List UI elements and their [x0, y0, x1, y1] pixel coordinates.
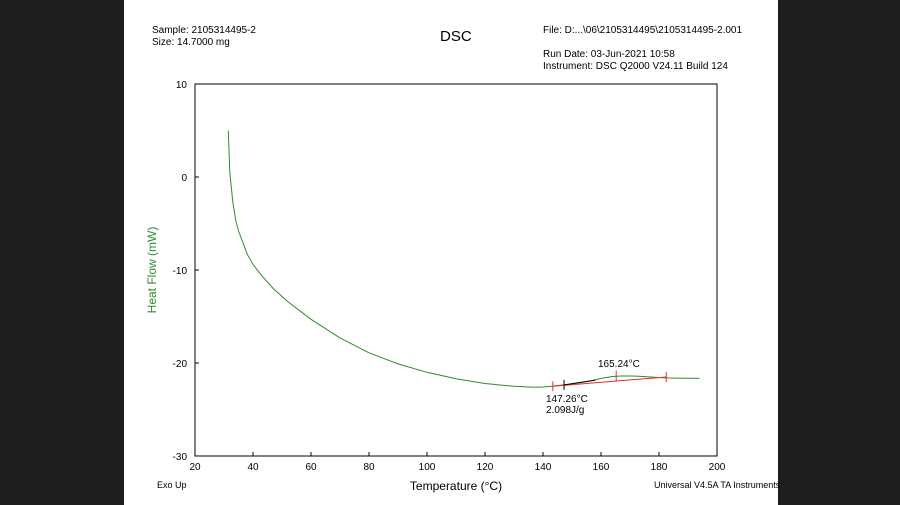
x-tick-label: 180 — [651, 462, 668, 473]
x-tick-label: 40 — [247, 462, 259, 473]
x-tick-label: 120 — [477, 462, 494, 473]
software-label: Universal V4.5A TA Instruments — [654, 480, 781, 490]
y-tick-label: -10 — [173, 266, 188, 277]
sample-size: Size: 14.7000 mg — [152, 37, 230, 48]
peak-temp-annotation: 165.24°C — [598, 359, 640, 370]
y-axis-label: Heat Flow (mW) — [145, 227, 159, 314]
heat-flow-curve — [227, 130, 700, 388]
y-tick-label: -20 — [173, 359, 188, 370]
chart-title: DSC — [440, 28, 472, 45]
y-tick-label: -30 — [173, 452, 188, 463]
integration-baseline — [552, 376, 667, 387]
x-axis: 20 40 60 80 100 120 140 160 180 200 — [189, 452, 726, 473]
sample-name: Sample: 2105314495-2 — [152, 25, 256, 36]
x-tick-label: 60 — [305, 462, 317, 473]
y-tick-label: 0 — [181, 173, 187, 184]
x-tick-label: 200 — [709, 462, 726, 473]
instrument: Instrument: DSC Q2000 V24.11 Build 124 — [543, 61, 728, 72]
x-tick-label: 160 — [593, 462, 610, 473]
y-tick-label: 10 — [176, 80, 188, 91]
x-tick-label: 100 — [419, 462, 436, 473]
enthalpy-annotation: 2.098J/g — [546, 405, 584, 416]
x-tick-label: 20 — [189, 462, 201, 473]
onset-temp-annotation: 147.26°C — [546, 394, 588, 405]
onset-tangent — [563, 379, 596, 386]
x-tick-label: 80 — [363, 462, 375, 473]
y-axis: 10 0 -10 -20 -30 — [173, 80, 199, 463]
x-tick-label: 140 — [535, 462, 552, 473]
run-date: Run Date: 03-Jun-2021 10:58 — [543, 49, 675, 60]
file-path: File: D:...\06\2105314495\2105314495-2.0… — [543, 25, 743, 36]
exo-up-label: Exo Up — [157, 480, 187, 490]
plot-frame — [194, 83, 718, 457]
x-axis-label: Temperature (°C) — [410, 479, 502, 493]
